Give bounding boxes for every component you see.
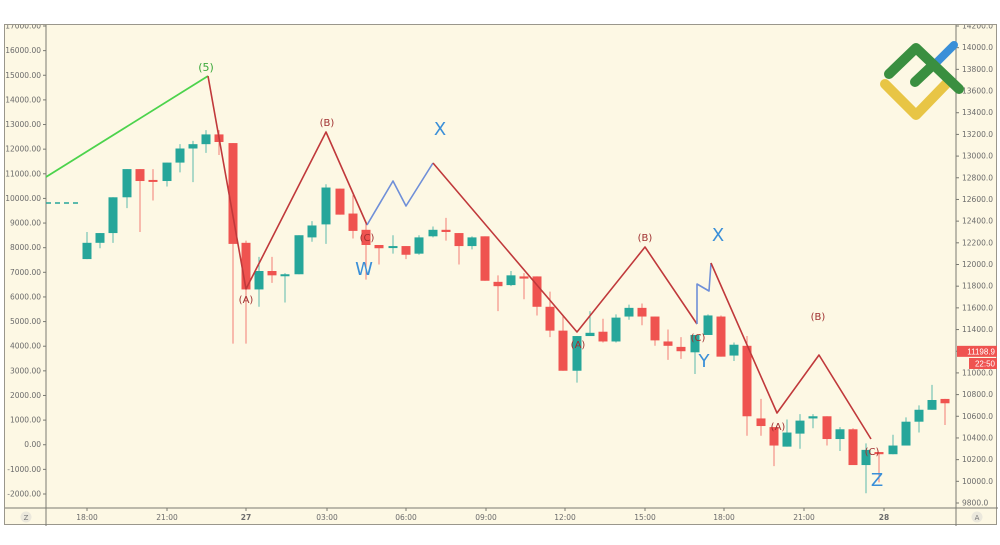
left-axis-tick: 12000.00 (5, 145, 41, 154)
wave-label: (A) (771, 422, 786, 433)
svg-text:11198.9: 11198.9 (967, 347, 995, 356)
wave-lines (45, 75, 209, 204)
time-axis-tick: 27 (241, 513, 251, 522)
time-axis-tick: 12:00 (554, 513, 576, 522)
right-axis-tick: 13600.0 (962, 87, 993, 96)
time-axis-tick: 15:00 (634, 513, 656, 522)
left-axis-tick: 10000.00 (5, 194, 41, 203)
wave-label: W (355, 259, 373, 280)
chart-frame[interactable]: 17000.00 16000.00 15000.00 14000.00 13000.00… (4, 24, 998, 526)
time-axis-tick: 21:00 (156, 513, 178, 522)
left-axis-tick: 16000.00 (5, 46, 41, 55)
right-axis-tick: 13200.0 (962, 130, 993, 139)
left-axis-tick: 8000.00 (10, 243, 41, 252)
svg-text:Z: Z (24, 514, 29, 522)
wave-labels: (5) (A) (B) (C) W X (A) (B) (C) X Y (A) (B) (C) Z (198, 61, 883, 491)
right-axis-tick: 12800.0 (962, 173, 993, 182)
right-price-axis[interactable]: 14200.0 14000.0 13800.0 13600.0 13400.0 13200… (956, 25, 993, 508)
right-axis-tick: 12400.0 (962, 217, 993, 226)
chart-canvas[interactable]: 17000.0016000.0015000.0014000.0013000.00… (5, 25, 998, 526)
left-price-axis[interactable]: 17000.00 16000.00 15000.00 14000.00 13000.00… (5, 25, 46, 499)
right-axis-tick: 14200.0 (962, 25, 993, 31)
time-axis-tick: 09:00 (475, 513, 497, 522)
right-axis-tick: 10000.0 (962, 477, 993, 486)
countdown-timer: 22:50 (975, 360, 996, 369)
wave-label: (B) (638, 233, 653, 244)
right-axis-tick: 12000.0 (962, 260, 993, 269)
right-axis-tick: 14000.0 (962, 43, 993, 52)
wave-label: X (434, 119, 446, 140)
left-axis-tick: 0.00 (24, 440, 41, 449)
right-axis-tick: 12600.0 (962, 195, 993, 204)
right-axis-tick: 11600.0 (962, 303, 993, 312)
wave-label: (A) (571, 340, 586, 351)
right-axis-tick: 10800.0 (962, 390, 993, 399)
left-axis-tick: 1000.00 (10, 416, 41, 425)
svg-text:A: A (975, 514, 980, 522)
right-axis-tick: 10600.0 (962, 412, 993, 421)
left-axis-tick: -1000.00 (7, 465, 41, 474)
time-axis-tick: 03:00 (316, 513, 338, 522)
time-axis-tick: 21:00 (793, 513, 815, 522)
time-axis-tick: 18:00 (76, 513, 98, 522)
left-axis-tick: 13000.00 (5, 120, 41, 129)
left-axis-tick: 5000.00 (10, 317, 41, 326)
wave-label: (C) (360, 233, 375, 244)
left-axis-tick: 2000.00 (10, 391, 41, 400)
right-axis-tick: 10400.0 (962, 433, 993, 442)
wave-label: Y (698, 351, 711, 372)
left-axis-tick: 11000.00 (5, 169, 41, 178)
time-axis[interactable]: 18:00 21:00 27 03:00 06:00 09:00 12:00 15:00 18:… (76, 508, 889, 522)
wave-label: (B) (811, 312, 826, 323)
left-axis-tick: 4000.00 (10, 342, 41, 351)
right-axis-tick: 13800.0 (962, 65, 993, 74)
right-axis-tick: 10200.0 (962, 455, 993, 464)
auto-scale-button[interactable]: A (971, 511, 983, 523)
left-axis-tick: 7000.00 (10, 268, 41, 277)
wave-label: (B) (320, 118, 335, 129)
current-price-tag: 11198.9 22:50 (957, 345, 997, 369)
candlestick-series (82, 130, 950, 494)
left-axis-tick: 9000.00 (10, 219, 41, 228)
left-axis-tick: 6000.00 (10, 292, 41, 301)
left-axis-tick: 15000.00 (5, 71, 41, 80)
left-axis-tick: 14000.00 (5, 95, 41, 104)
time-axis-tick: 06:00 (395, 513, 417, 522)
right-axis-tick: 9800.0 (962, 499, 988, 508)
right-axis-tick: 13000.0 (962, 152, 993, 161)
broker-logo-icon (880, 41, 964, 120)
time-axis-tick: 18:00 (713, 513, 735, 522)
wave-label: (C) (865, 447, 880, 458)
time-axis-tick: 28 (879, 513, 889, 522)
right-axis-tick: 13400.0 (962, 108, 993, 117)
wave-label: (A) (239, 295, 254, 306)
right-axis-tick: 11800.0 (962, 282, 993, 291)
right-axis-tick: 11400.0 (962, 325, 993, 334)
wave-label: (C) (691, 333, 706, 344)
left-axis-tick: 17000.00 (5, 25, 41, 31)
left-axis-tick: -2000.00 (7, 490, 41, 499)
right-axis-tick: 12200.0 (962, 238, 993, 247)
left-axis-tick: 3000.00 (10, 366, 41, 375)
right-axis-tick: 11000.0 (962, 368, 993, 377)
wave-label: Z (871, 470, 883, 491)
left-axis-scale-button[interactable]: Z (20, 511, 32, 523)
wave-label: X (712, 225, 724, 246)
wave-label: (5) (198, 61, 214, 74)
